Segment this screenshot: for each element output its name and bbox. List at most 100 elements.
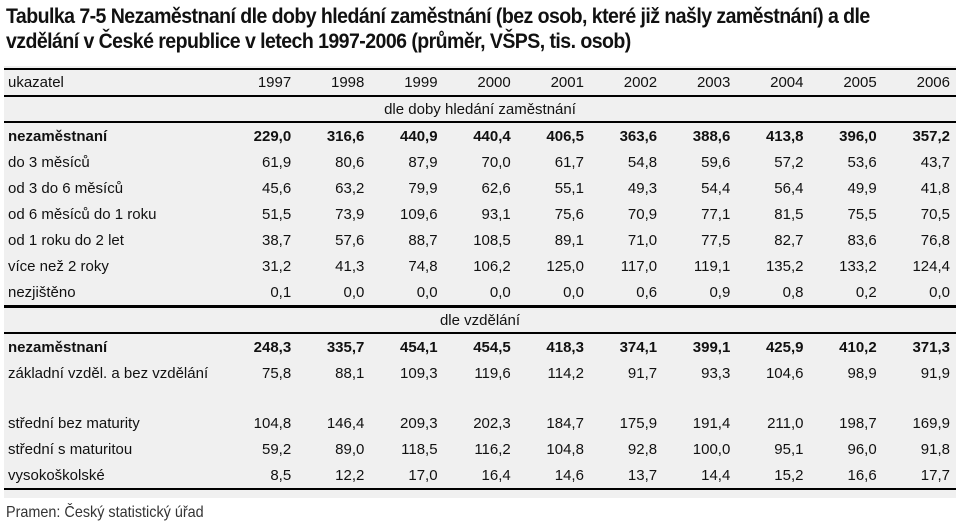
value-cell: 371,3 bbox=[912, 338, 950, 356]
table-row: vysokoškolské 8,5 12,2 17,0 16,4 14,6 13,7 14,4… bbox=[4, 462, 956, 490]
value-cell: 98,9 bbox=[847, 365, 877, 382]
value-cell: 410,2 bbox=[839, 338, 877, 356]
value-cell: 74,8 bbox=[408, 257, 438, 275]
value-cell: 81,5 bbox=[774, 205, 804, 223]
value-cell: 57,6 bbox=[335, 231, 365, 249]
value-cell: 54,4 bbox=[701, 179, 731, 197]
value-cell: 89,1 bbox=[554, 231, 584, 249]
value-cell: 0,2 bbox=[809, 279, 883, 308]
value-cell: 15,2 bbox=[736, 462, 810, 490]
value-cell: 119,6 bbox=[474, 365, 511, 382]
value-cell: 184,7 bbox=[546, 414, 584, 432]
value-cell: 0,8 bbox=[736, 279, 810, 308]
table-row: základní vzděl. a bez vzdělání 75,8 88,1 10… bbox=[4, 360, 956, 410]
value-cell: 0,6 bbox=[589, 279, 664, 308]
table-body-section1: dle doby hledání zaměstnání bbox=[4, 96, 956, 123]
section2-rows: nezaměstnaní 248,3 335,7 454,1 454,5 418,3 374… bbox=[4, 333, 956, 490]
value-cell: 106,2 bbox=[473, 257, 511, 275]
value-cell: 82,7 bbox=[774, 231, 804, 249]
value-cell: 83,6 bbox=[847, 231, 877, 249]
value-cell: 71,0 bbox=[627, 231, 658, 249]
value-cell: 440,4 bbox=[473, 127, 511, 145]
value-cell: 425,9 bbox=[765, 338, 804, 356]
value-cell: 133,2 bbox=[839, 257, 877, 275]
row-label: nezaměstnaní bbox=[8, 127, 108, 145]
value-cell: 316,6 bbox=[326, 127, 365, 145]
header-cell: 1998 bbox=[297, 68, 371, 97]
value-cell: 77,1 bbox=[701, 205, 731, 223]
section-heading: dle doby hledání zaměstnání bbox=[4, 96, 956, 123]
row-label: od 6 měsíců do 1 roku bbox=[8, 205, 157, 223]
value-cell: 41,3 bbox=[335, 257, 365, 275]
table-row: střední bez maturity 104,8 146,4 209,3 202,3… bbox=[4, 410, 956, 436]
value-cell: 440,9 bbox=[400, 127, 438, 145]
value-cell: 14,4 bbox=[663, 462, 737, 490]
section-heading-row: dle vzdělání bbox=[4, 305, 956, 334]
value-cell: 45,6 bbox=[261, 179, 292, 197]
value-cell: 104,8 bbox=[546, 440, 584, 458]
value-cell: 12,2 bbox=[297, 462, 371, 490]
table-body-section2: dle vzdělání bbox=[4, 305, 956, 334]
section-heading: dle vzdělání bbox=[4, 305, 956, 334]
value-cell: 248,3 bbox=[253, 338, 292, 356]
header-cell: 2004 bbox=[736, 68, 810, 97]
value-cell: 95,1 bbox=[774, 440, 804, 458]
row-label: od 3 do 6 měsíců bbox=[8, 179, 124, 197]
value-cell: 198,7 bbox=[839, 414, 877, 432]
value-cell: 119,1 bbox=[693, 257, 731, 275]
value-cell: 76,8 bbox=[920, 231, 950, 249]
value-cell: 0,0 bbox=[882, 279, 956, 308]
value-cell: 73,9 bbox=[335, 205, 365, 223]
value-cell: 117,0 bbox=[620, 257, 658, 275]
value-cell: 91,9 bbox=[920, 365, 950, 382]
value-cell: 109,3 bbox=[400, 365, 438, 382]
value-cell: 51,5 bbox=[261, 205, 292, 223]
value-cell: 31,2 bbox=[261, 257, 292, 275]
value-cell: 88,7 bbox=[408, 231, 438, 249]
value-cell: 363,6 bbox=[619, 127, 658, 145]
value-cell: 17,7 bbox=[882, 462, 956, 490]
row-label: nezaměstnaní bbox=[8, 338, 108, 356]
header-cell: 2002 bbox=[589, 68, 664, 97]
value-cell: 413,8 bbox=[765, 127, 804, 145]
value-cell: 16,6 bbox=[809, 462, 883, 490]
value-cell: 75,5 bbox=[847, 205, 877, 223]
value-cell: 202,3 bbox=[473, 414, 511, 432]
value-cell: 92,8 bbox=[627, 440, 658, 458]
value-cell: 70,0 bbox=[481, 153, 511, 171]
value-cell: 146,4 bbox=[326, 414, 365, 432]
table-title: Tabulka 7-5 Nezaměstnaní dle doby hledán… bbox=[6, 4, 888, 54]
value-cell: 116,2 bbox=[474, 440, 511, 458]
value-cell: 75,8 bbox=[261, 365, 292, 382]
value-cell: 63,2 bbox=[335, 179, 365, 197]
header-cell: 2006 bbox=[882, 68, 956, 97]
value-cell: 388,6 bbox=[692, 127, 731, 145]
value-cell: 38,7 bbox=[261, 231, 292, 249]
value-cell: 125,0 bbox=[546, 257, 584, 275]
table-row: střední s maturitou 59,2 89,0 118,5 116,2 104… bbox=[4, 436, 956, 462]
header-cell: 2005 bbox=[809, 68, 883, 97]
value-cell: 0,0 bbox=[516, 279, 590, 308]
value-cell: 75,6 bbox=[554, 205, 584, 223]
header-row: ukazatel 1997 1998 1999 2000 2001 2002 2… bbox=[4, 68, 956, 97]
value-cell: 91,8 bbox=[920, 440, 950, 458]
value-cell: 88,1 bbox=[335, 365, 365, 382]
row-label: střední s maturitou bbox=[8, 440, 133, 458]
value-cell: 8,5 bbox=[224, 462, 298, 490]
value-cell: 56,4 bbox=[774, 179, 804, 197]
value-cell: 96,0 bbox=[847, 440, 877, 458]
value-cell: 229,0 bbox=[253, 127, 292, 145]
value-cell: 335,7 bbox=[326, 338, 365, 356]
value-cell: 70,9 bbox=[627, 205, 658, 223]
value-cell: 169,9 bbox=[912, 414, 950, 432]
value-cell: 61,7 bbox=[554, 153, 584, 171]
value-cell: 53,6 bbox=[847, 153, 877, 171]
value-cell: 454,5 bbox=[473, 338, 511, 356]
row-label: vysokoškolské bbox=[4, 462, 224, 490]
section-heading-row: dle doby hledání zaměstnání bbox=[4, 96, 956, 123]
value-cell: 124,4 bbox=[912, 257, 950, 275]
value-cell: 191,4 bbox=[692, 414, 731, 432]
value-cell: 100,0 bbox=[692, 440, 731, 458]
value-cell: 118,5 bbox=[401, 440, 438, 458]
value-cell: 55,1 bbox=[554, 179, 584, 197]
